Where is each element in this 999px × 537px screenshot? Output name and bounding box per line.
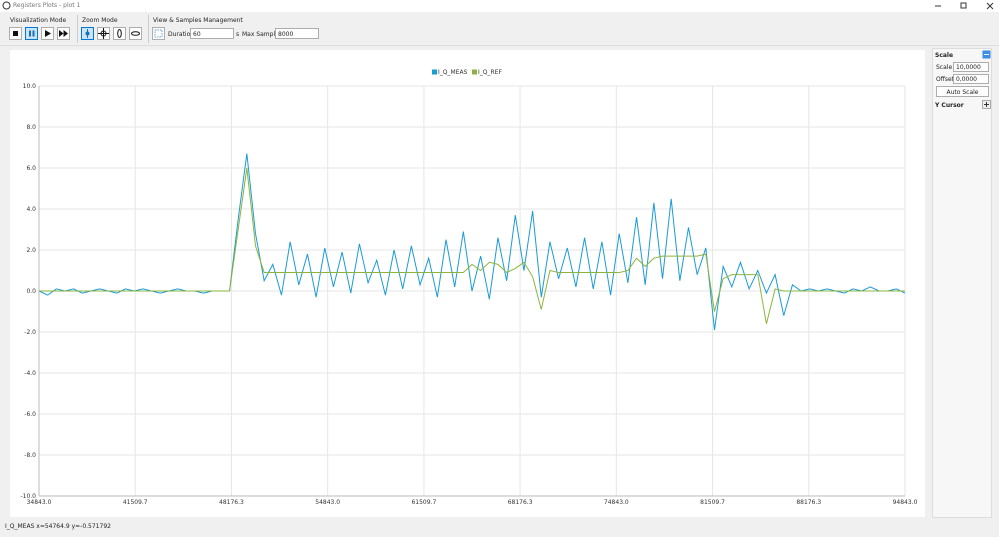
zoom-both-button[interactable] <box>81 27 94 40</box>
data-line <box>38 153 906 331</box>
legend-label: I_Q_REF <box>478 69 502 76</box>
side-panel: Scale Scale 10,0000 Offset 0,0000 Auto S… <box>932 48 992 518</box>
duration-label: Duration <box>168 31 195 38</box>
y-tick-label: 0.0 <box>26 288 36 295</box>
y-tick-label: 4.0 <box>26 206 36 213</box>
y-tick-label: -8.0 <box>24 452 36 459</box>
x-tick-label: 68176.3 <box>508 499 533 506</box>
scale-label: Scale <box>936 64 953 71</box>
x-tick-label: 94843.0 <box>893 499 918 506</box>
collapse-button[interactable] <box>982 50 991 59</box>
y-tick-label: 2.0 <box>26 247 36 254</box>
offset-label: Offset <box>936 76 955 83</box>
auto-scale-button[interactable]: Auto Scale <box>936 86 989 97</box>
y-tick-label: -6.0 <box>24 411 36 418</box>
max-samples-label: Max Samples <box>242 31 282 38</box>
separator <box>77 15 78 43</box>
separator <box>148 15 149 43</box>
window-title: Registers Plots - plot 1 <box>13 2 81 9</box>
title-bar: Registers Plots - plot 1 <box>0 0 999 12</box>
window-controls[interactable] <box>930 0 999 12</box>
duration-input[interactable]: 60 <box>190 28 234 39</box>
y-tick-label: -2.0 <box>24 329 36 336</box>
plot-panel: -10.0 -8.0 -6.0 -4.0 -2.0 0.0 2.0 4.0 6.0 8.0 10.0… <box>10 50 925 517</box>
legend-swatch <box>472 69 477 75</box>
x-tick-label: 74843.0 <box>604 499 629 506</box>
scale-header: Scale <box>935 52 954 59</box>
x-tick-label: 61509.7 <box>411 499 436 506</box>
fit-view-button[interactable] <box>152 27 165 40</box>
offset-input[interactable]: 0,0000 <box>953 74 989 84</box>
legend-label: I_Q_MEAS <box>438 69 468 76</box>
expand-button[interactable] <box>982 100 991 109</box>
y-tick-label: -4.0 <box>24 370 36 377</box>
x-tick-label: 48176.3 <box>219 499 244 506</box>
pause-button[interactable] <box>25 27 38 40</box>
zoom-y-button[interactable] <box>113 27 126 40</box>
chart: -10.0 -8.0 -6.0 -4.0 -2.0 0.0 2.0 4.0 6.0 8.0 10.0… <box>20 69 918 506</box>
legend-swatch <box>432 69 437 75</box>
duration-unit: s <box>236 31 240 38</box>
app-icon <box>2 1 11 10</box>
status-bar: I_Q_MEAS x=54764.9 y=-0.571792 <box>5 523 111 530</box>
zoom-x-button[interactable] <box>129 27 142 40</box>
group-label: View & Samples Management <box>153 17 243 24</box>
play-button[interactable] <box>41 27 54 40</box>
y-tick-label: 10.0 <box>23 83 37 90</box>
group-label: Visualization Mode <box>10 17 67 24</box>
y-cursor-header: Y Cursor <box>935 102 964 109</box>
x-tick-label: 41509.7 <box>123 499 148 506</box>
fast-forward-button[interactable] <box>57 27 70 40</box>
x-tick-label: 54843.0 <box>315 499 340 506</box>
y-tick-label: 6.0 <box>26 165 36 172</box>
data-line <box>39 167 905 324</box>
group-label: Zoom Mode <box>82 17 118 24</box>
toolbar: Visualization Mode Zoom Mode View & Samp… <box>0 13 999 46</box>
y-tick-label: 8.0 <box>26 124 36 131</box>
y-tick-label: -10.0 <box>20 493 36 500</box>
x-tick-label: 88176.3 <box>796 499 821 506</box>
x-tick-label: 81509.7 <box>700 499 725 506</box>
stop-button[interactable] <box>9 27 22 40</box>
zoom-xy-button[interactable] <box>97 27 110 40</box>
scale-input[interactable]: 10,0000 <box>953 62 989 72</box>
x-tick-label: 34843.0 <box>27 499 52 506</box>
max-samples-input[interactable]: 8000 <box>275 28 319 39</box>
